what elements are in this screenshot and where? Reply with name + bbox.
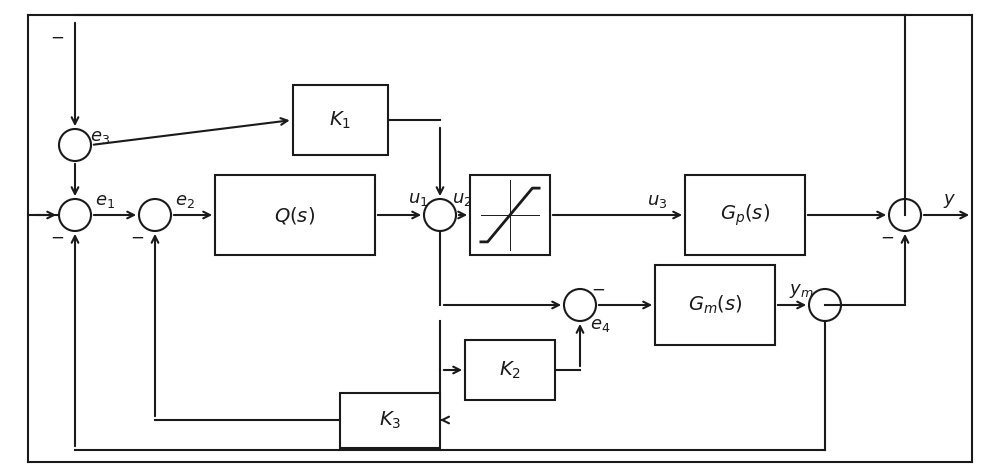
Text: $u_1$: $u_1$ [408,190,428,208]
Text: $y_m$: $y_m$ [789,282,813,300]
Text: $u_3$: $u_3$ [647,192,667,210]
Bar [465,340,555,400]
Text: $y$: $y$ [943,192,957,210]
Text: $e_3$: $e_3$ [90,128,110,146]
Text: $-$: $-$ [50,28,64,46]
Text: $G_p(s)$: $G_p(s)$ [720,202,770,228]
Bar [655,265,775,345]
Text: $e_1$: $e_1$ [95,192,115,210]
Bar [292,85,388,155]
Bar [215,175,375,255]
Text: $K_3$: $K_3$ [379,409,401,431]
Text: $Q(s)$: $Q(s)$ [274,205,316,226]
Text: $K_1$: $K_1$ [329,109,351,131]
Bar [470,175,550,255]
Text: $e_4$: $e_4$ [590,316,610,334]
Text: $K_2$: $K_2$ [499,360,521,380]
Bar [685,175,805,255]
Text: $-$: $-$ [880,228,894,246]
Bar [340,392,440,447]
Text: $-$: $-$ [50,228,64,246]
Text: $-$: $-$ [591,280,605,298]
Text: $e_2$: $e_2$ [175,192,195,210]
Text: $G_m(s)$: $G_m(s)$ [688,294,742,316]
Text: $u_2$: $u_2$ [452,190,472,208]
Text: $-$: $-$ [130,228,144,246]
